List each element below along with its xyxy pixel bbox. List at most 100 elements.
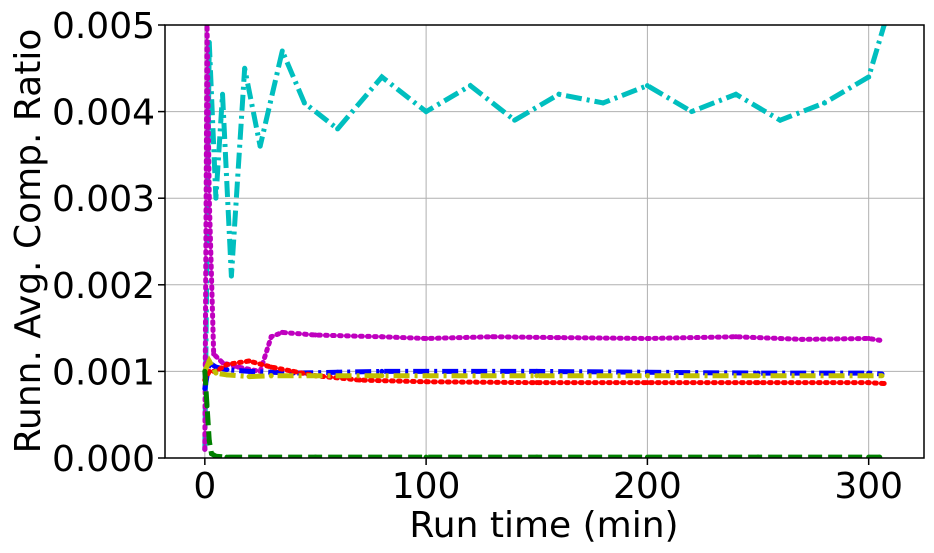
data-point [866,380,872,386]
data-point [268,334,274,340]
data-point [423,109,429,115]
data-point [755,454,761,458]
data-point [246,368,252,374]
plot-frame [164,24,925,459]
data-point [866,454,872,458]
data-point [224,367,230,373]
data-point [268,364,274,370]
data-point [821,100,827,106]
data-point [279,329,285,335]
data-point [379,368,385,374]
data-point [379,74,385,80]
y-tick-label: 0.004 [52,93,155,134]
data-point [644,335,650,341]
data-point [866,74,872,80]
data-point [423,454,429,458]
data-point [224,361,230,367]
data-point [213,195,219,201]
data-point [312,373,318,379]
data-point [755,373,761,379]
data-point [312,454,318,458]
data-point [423,379,429,385]
data-point [206,195,212,201]
data-point [777,117,783,123]
series-line-0 [202,25,887,450]
data-point [489,334,495,340]
x-tick-label: 300 [834,466,903,507]
data-point [423,373,429,379]
data-point [644,83,650,89]
data-point [208,451,214,457]
data-point [301,100,307,106]
data-point [202,368,208,374]
data-point [556,91,562,97]
y-axis-label: Runn. Avg. Comp. Ratio [8,29,49,454]
data-point [204,403,210,409]
data-point [556,335,562,341]
data-point [246,374,252,380]
data-point [220,91,226,97]
data-point [224,454,230,458]
data-point [877,454,883,458]
data-point [202,386,208,392]
data-point [881,381,887,387]
data-point [755,380,761,386]
y-tick-label: 0.003 [52,179,155,220]
data-point [423,335,429,341]
data-point [733,91,739,97]
y-tick-label: 0.001 [52,352,155,393]
data-point [242,65,248,71]
x-axis-label: Run time (min) [409,505,678,546]
data-point [224,372,230,378]
data-point [733,334,739,340]
data-point [213,364,219,370]
data-point [235,364,241,370]
data-point [467,83,473,89]
data-point [213,453,219,458]
grid-lines [165,24,924,459]
data-point [206,358,212,364]
data-point [644,380,650,386]
data-point [228,273,234,279]
data-point [512,117,518,123]
data-point [357,377,363,383]
series-group [202,25,887,458]
data-point [206,438,212,444]
data-point [213,370,219,376]
data-point [644,454,650,458]
data-point [423,368,429,374]
data-point [644,373,650,379]
y-tick-label: 0.005 [52,6,155,47]
data-point [246,358,252,364]
data-point [257,143,263,149]
data-point [202,446,208,452]
data-point [268,373,274,379]
data-point [312,332,318,338]
data-point [866,335,872,341]
series-line-1 [202,25,883,452]
y-tick-label: 0.000 [52,439,155,480]
data-point [379,334,385,340]
y-tick-label: 0.002 [52,266,155,307]
data-point [290,368,296,374]
data-point [279,48,285,54]
data-point [689,109,695,115]
data-point [600,100,606,106]
data-point [866,373,872,379]
data-point [799,336,805,342]
data-point [877,337,883,343]
x-tick-label: 0 [193,466,216,507]
x-tick-label: 200 [613,466,682,507]
series-line-4 [202,355,882,380]
data-point [534,454,540,458]
data-point [211,351,217,357]
x-tick-label: 100 [392,466,461,507]
data-point [879,373,885,379]
data-point [534,373,540,379]
data-point [534,380,540,386]
data-point [335,126,341,132]
tick-group: 0 100 200 300 0.000 0.001 0.002 0.003 0.004 0.005 [52,6,903,507]
data-point [534,368,540,374]
data-point [379,373,385,379]
